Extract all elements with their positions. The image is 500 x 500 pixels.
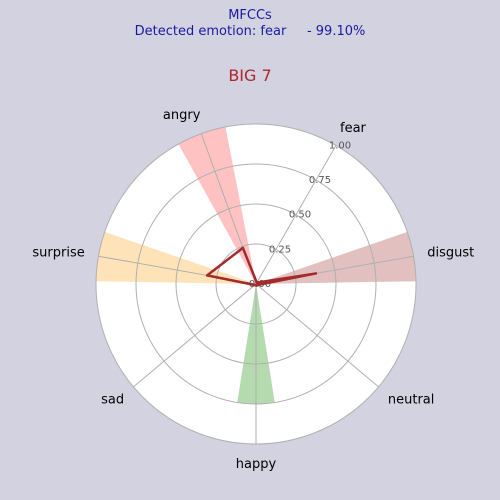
category-label-happy: happy xyxy=(236,457,277,472)
category-label-angry: angry xyxy=(163,108,201,123)
rtick-label-3: 0.75 xyxy=(309,175,331,186)
series-point-surprise xyxy=(205,274,209,277)
series-point-sad xyxy=(253,283,256,287)
series-point-angry xyxy=(241,246,245,250)
rtick-label-1: 0.25 xyxy=(269,244,291,255)
category-label-fear: fear xyxy=(340,121,367,136)
chart-title-wrap: BIG 7 xyxy=(0,66,500,85)
series-point-disgust xyxy=(314,272,318,275)
spoke-neutral xyxy=(255,283,379,388)
spoke-fear xyxy=(255,145,337,285)
rtick-label-4: 1.00 xyxy=(329,140,351,151)
series-point-fear xyxy=(255,281,258,284)
wedge-disgust xyxy=(256,231,416,284)
category-label-surprise: surprise xyxy=(32,246,84,261)
spoke-sad xyxy=(133,283,257,388)
rtick-label-2: 0.50 xyxy=(289,210,311,221)
category-label-sad: sad xyxy=(101,393,124,408)
detected-emotion-text: Detected emotion: fear - 99.10% xyxy=(134,24,366,39)
chart-header: MFCCs Detected emotion: fear - 99.10% xyxy=(0,8,500,40)
wedge-angry xyxy=(178,126,256,284)
category-label-neutral: neutral xyxy=(388,393,435,408)
feature-title: MFCCs xyxy=(228,8,272,23)
wedge-surprise xyxy=(96,231,256,284)
chart-title: BIG 7 xyxy=(228,66,272,85)
category-label-disgust: disgust xyxy=(427,246,474,261)
